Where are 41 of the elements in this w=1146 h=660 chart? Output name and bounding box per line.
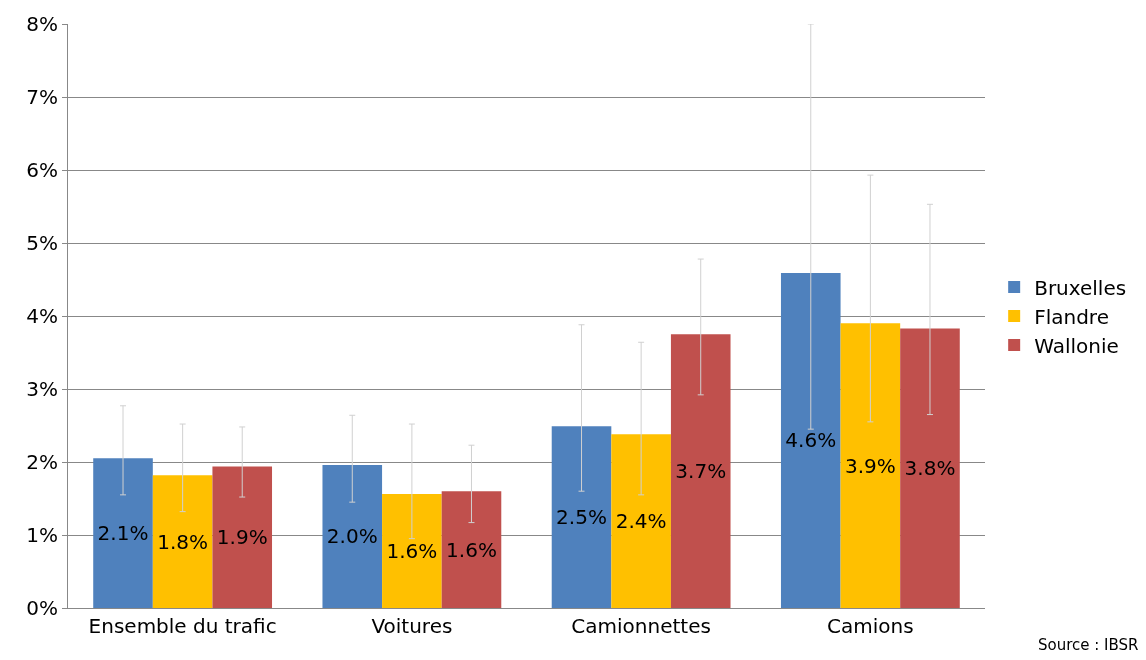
data-label: 3.9%	[844, 453, 896, 478]
legend-label: Bruxelles	[1034, 275, 1127, 300]
data-label: 1.6%	[386, 539, 438, 564]
bar	[441, 491, 502, 608]
x-tick-label: Camionnettes	[571, 614, 711, 638]
data-label: 2.4%	[615, 509, 667, 534]
bar	[382, 494, 442, 608]
bar	[840, 323, 901, 608]
x-tick-label: Ensemble du trafic	[88, 614, 277, 638]
x-tick-label: Camions	[827, 614, 914, 638]
bar	[551, 426, 612, 608]
y-tick-label: 7%	[26, 85, 58, 109]
y-tick-label: 5%	[26, 231, 58, 255]
data-label: 1.9%	[216, 525, 268, 550]
y-tick-label: 3%	[26, 377, 58, 401]
bar	[152, 475, 213, 608]
y-tick-label: 4%	[26, 304, 58, 328]
bar	[780, 272, 841, 608]
x-tick-label: Voitures	[371, 614, 453, 638]
data-label: 2.5%	[556, 505, 607, 530]
data-label: 2.0%	[326, 524, 378, 549]
legend-label: Wallonie	[1034, 333, 1119, 358]
y-tick-label: 2%	[26, 450, 58, 474]
data-label: 1.6%	[446, 537, 497, 562]
source-note: Source : IBSR	[1038, 636, 1139, 654]
y-tick-label: 1%	[26, 523, 58, 547]
y-tick-label: 0%	[26, 596, 58, 620]
legend-label: Flandre	[1034, 304, 1109, 329]
data-label: 4.6%	[785, 428, 837, 453]
data-label: 3.8%	[904, 456, 956, 481]
data-label: 2.1%	[97, 521, 149, 546]
bar	[611, 434, 671, 608]
data-label: 1.8%	[157, 529, 209, 554]
y-tick-label: 6%	[26, 158, 58, 182]
bar	[670, 334, 731, 608]
data-label: 3.7%	[675, 459, 727, 484]
y-tick-label: 8%	[26, 12, 58, 36]
bar	[93, 458, 153, 608]
bar	[322, 464, 383, 608]
bar	[212, 466, 273, 608]
bar	[900, 328, 960, 608]
